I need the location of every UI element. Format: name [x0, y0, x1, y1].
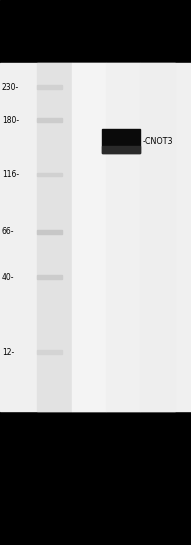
- Bar: [0, 0, 191, 63]
- Text: 116-: 116-: [2, 170, 19, 179]
- Bar: [102, 129, 140, 153]
- Text: 230-: 230-: [2, 83, 19, 92]
- Bar: [37, 173, 62, 176]
- Bar: [37, 118, 62, 122]
- Bar: [37, 230, 62, 234]
- Text: 66-: 66-: [2, 227, 14, 237]
- Text: 40-: 40-: [2, 272, 14, 282]
- Bar: [37, 350, 62, 354]
- Bar: [140, 63, 175, 411]
- Bar: [37, 86, 62, 89]
- Text: 12-: 12-: [2, 348, 14, 356]
- Bar: [102, 146, 140, 153]
- Bar: [72, 63, 106, 411]
- Bar: [106, 63, 140, 411]
- Bar: [0, 63, 191, 411]
- Bar: [0, 411, 191, 545]
- Text: -CNOT3: -CNOT3: [142, 137, 173, 146]
- Text: 180-: 180-: [2, 116, 19, 125]
- Bar: [37, 63, 72, 411]
- Bar: [37, 275, 62, 279]
